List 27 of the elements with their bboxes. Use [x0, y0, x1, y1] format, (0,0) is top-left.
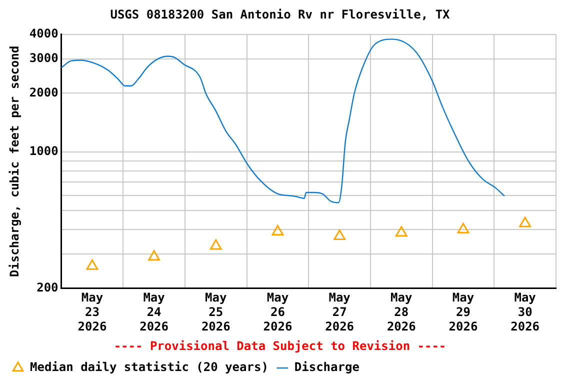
legend-label: Discharge — [294, 360, 360, 374]
point — [210, 239, 222, 250]
x-tick-label: May 30 2026 — [510, 290, 540, 334]
point — [148, 250, 160, 261]
point — [86, 259, 98, 270]
x-tick-label: May 23 2026 — [78, 290, 107, 334]
point — [272, 225, 284, 236]
x-tick-label: May 26 2026 — [263, 290, 292, 334]
chart-title: USGS 08183200 San Antonio Rv nr Floresville, TX — [110, 7, 451, 22]
point — [395, 226, 408, 237]
point — [519, 216, 532, 228]
y-tick-label: 3000 — [29, 50, 58, 65]
text: ---- Provisional Data Subject to Revision ---- — [114, 338, 446, 353]
y-tick-label: 2000 — [29, 85, 58, 100]
point — [334, 229, 346, 240]
x-tick-label: May 29 2026 — [448, 290, 478, 334]
x-tick-label: May 28 2026 — [386, 290, 416, 334]
x-tick-label: May 27 2026 — [325, 290, 354, 334]
legend-label: Median daily statistic (20 years) — [30, 360, 268, 374]
y-tick-label: 1000 — [29, 144, 58, 158]
x-tick-label: May 24 2026 — [140, 290, 169, 334]
y-tick-label: 200 — [36, 280, 58, 295]
y-tick-label: 4000 — [29, 26, 58, 41]
x-tick-label: May 25 2026 — [201, 290, 230, 334]
y-axis-title: Discharge, cubic feet per second — [7, 46, 22, 277]
point — [457, 222, 470, 234]
line-series — [61, 38, 506, 204]
